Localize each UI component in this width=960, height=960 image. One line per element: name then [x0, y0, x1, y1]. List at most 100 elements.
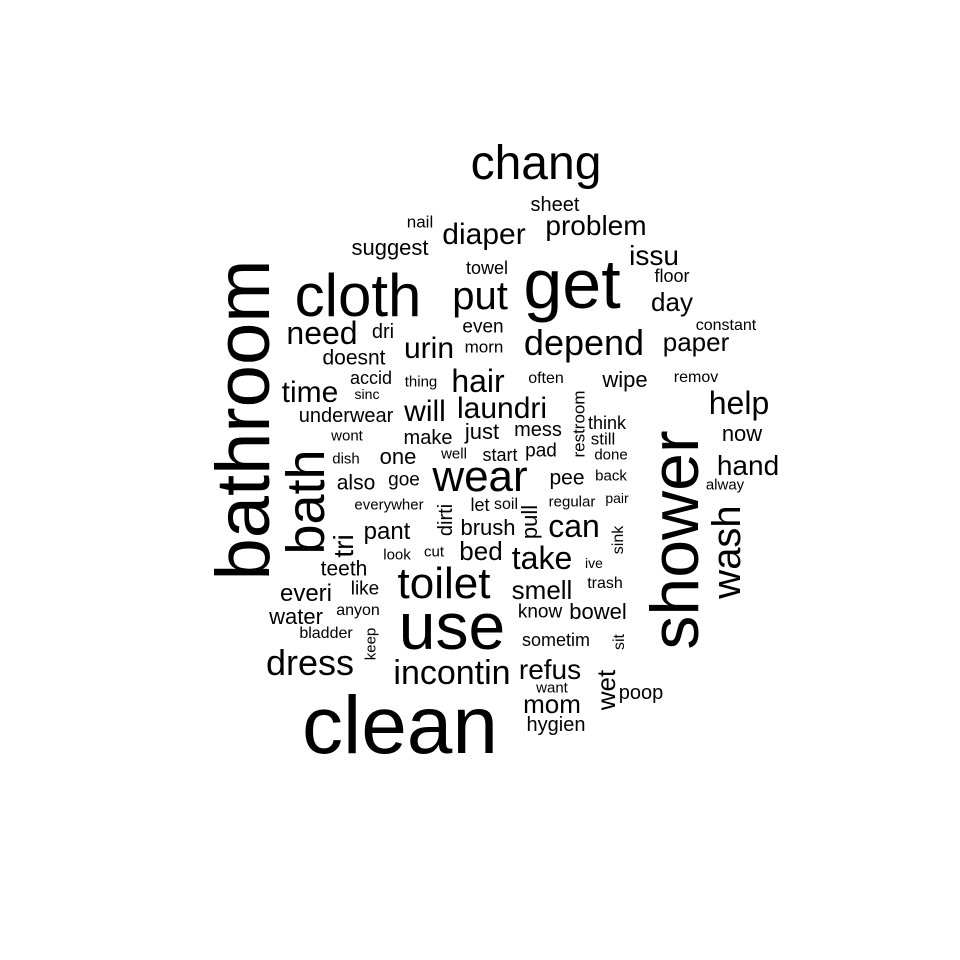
- word-sink: sink: [610, 525, 627, 555]
- word-restroom: restroom: [569, 390, 589, 458]
- word-done: done: [594, 446, 628, 464]
- word-soil: soil: [493, 496, 519, 513]
- word-poop: poop: [618, 682, 664, 704]
- word-problem: problem: [545, 210, 647, 241]
- word-ive: ive: [585, 555, 603, 571]
- word-help: help: [708, 385, 770, 421]
- word-now: now: [721, 421, 763, 446]
- word-know: know: [517, 601, 563, 623]
- word-want: want: [536, 679, 568, 697]
- word-also: also: [336, 471, 376, 495]
- word-smell: smell: [511, 575, 573, 605]
- word-put: put: [452, 274, 508, 318]
- word-cut: cut: [423, 543, 445, 561]
- word-paper: paper: [662, 327, 730, 357]
- word-mom: mom: [523, 689, 581, 719]
- word-underwear: underwear: [298, 405, 394, 427]
- word-dish: dish: [332, 450, 360, 468]
- word-goe: goe: [388, 469, 420, 491]
- word-trash: trash: [587, 575, 623, 592]
- word-wet: wet: [591, 669, 621, 711]
- word-look: look: [383, 546, 411, 564]
- word-laundri: laundri: [456, 392, 548, 425]
- word-remov: remov: [673, 369, 719, 386]
- word-toilet: toilet: [397, 559, 491, 608]
- word-hair: hair: [451, 363, 505, 399]
- word-day: day: [651, 287, 693, 317]
- word-teeth: teeth: [320, 557, 368, 581]
- word-bowel: bowel: [569, 599, 627, 624]
- word-alway: alway: [705, 476, 745, 494]
- word-bladder: bladder: [299, 625, 353, 642]
- word-sheet: sheet: [530, 194, 580, 216]
- word-sinc: sinc: [354, 386, 380, 402]
- word-refus: refus: [518, 654, 582, 685]
- word-thing: thing: [404, 373, 438, 391]
- word-well: well: [441, 445, 467, 463]
- word-pull: pull: [517, 504, 542, 540]
- word-nail: nail: [406, 212, 434, 232]
- word-constant: constant: [695, 317, 757, 334]
- word-bed: bed: [459, 536, 503, 566]
- word-clean: clean: [301, 680, 499, 771]
- word-hygien: hygien: [526, 714, 586, 736]
- word-take: take: [511, 540, 573, 576]
- word-start: start: [482, 445, 518, 465]
- word-everywher: everywher: [354, 496, 424, 514]
- word-everi: everi: [279, 580, 333, 607]
- word-can: can: [548, 508, 600, 544]
- word-wipe: wipe: [602, 367, 648, 392]
- word-wont: wont: [331, 427, 363, 445]
- word-think: think: [587, 413, 627, 433]
- word-sit: sit: [611, 634, 628, 650]
- word-mess: mess: [514, 419, 562, 441]
- word-dri: dri: [371, 321, 395, 343]
- word-time: time: [281, 376, 339, 409]
- word-dirti: dirti: [435, 503, 457, 537]
- word-even: even: [462, 316, 504, 338]
- word-water: water: [269, 604, 323, 629]
- word-dress: dress: [265, 642, 355, 683]
- word-regular: regular: [548, 493, 596, 511]
- word-accid: accid: [349, 368, 393, 388]
- word-tri: tri: [328, 534, 359, 558]
- word-keep: keep: [362, 627, 380, 661]
- word-just: just: [464, 419, 500, 444]
- word-wear: wear: [432, 452, 528, 501]
- word-shower: shower: [637, 430, 713, 650]
- word-pee: pee: [549, 466, 585, 490]
- word-need: need: [286, 315, 358, 351]
- word-bath: bath: [276, 449, 336, 555]
- word-hand: hand: [716, 450, 780, 481]
- word-use: use: [398, 589, 506, 663]
- word-still: still: [590, 429, 616, 449]
- word-get: get: [523, 245, 621, 323]
- word-let: let: [470, 495, 490, 515]
- word-will: will: [404, 395, 446, 428]
- word-cloth: cloth: [294, 262, 422, 329]
- word-often: often: [528, 370, 564, 387]
- word-make: make: [403, 427, 453, 449]
- word-wash: wash: [705, 505, 749, 599]
- word-one: one: [379, 444, 417, 469]
- word-pad: pad: [525, 440, 557, 462]
- word-doesnt: doesnt: [322, 346, 386, 370]
- word-brush: brush: [460, 515, 516, 540]
- word-issu: issu: [629, 240, 679, 271]
- word-suggest: suggest: [351, 235, 429, 260]
- word-chang: chang: [470, 137, 602, 190]
- word-anyon: anyon: [336, 602, 380, 619]
- word-pant: pant: [363, 518, 411, 545]
- word-floor: floor: [654, 266, 690, 286]
- word-depend: depend: [523, 322, 645, 363]
- word-back: back: [595, 467, 627, 485]
- word-towel: towel: [465, 258, 509, 278]
- word-morn: morn: [464, 337, 504, 357]
- word-like: like: [350, 578, 380, 600]
- word-pair: pair: [605, 490, 629, 506]
- word-sometim: sometim: [521, 630, 591, 650]
- word-diaper: diaper: [442, 218, 526, 251]
- word-urin: urin: [403, 332, 455, 365]
- word-incontin: incontin: [393, 654, 511, 692]
